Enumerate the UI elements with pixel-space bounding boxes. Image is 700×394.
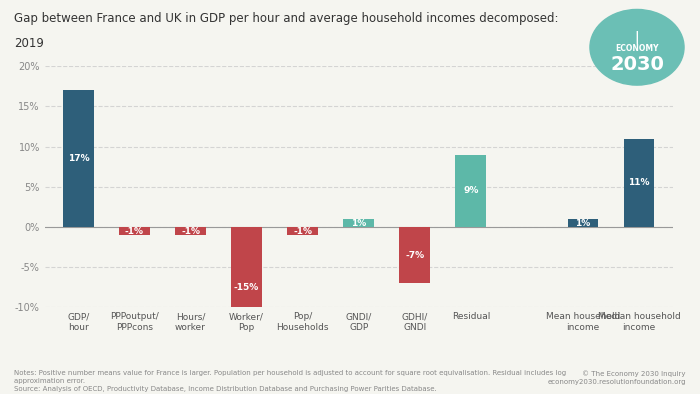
Text: Notes: Positive number means value for France is larger. Population per househol: Notes: Positive number means value for F… (14, 370, 566, 392)
Bar (231, 227, 262, 348)
Text: 1%: 1% (575, 219, 591, 228)
Text: -1%: -1% (125, 227, 144, 236)
Text: -1%: -1% (181, 227, 200, 236)
Circle shape (590, 9, 684, 85)
Text: 2019: 2019 (14, 37, 44, 50)
Text: 9%: 9% (463, 186, 479, 195)
Bar (63, 90, 94, 227)
Bar (400, 227, 430, 283)
Text: 1%: 1% (351, 219, 366, 228)
Text: 17%: 17% (68, 154, 89, 163)
Bar (175, 227, 206, 235)
Text: -7%: -7% (405, 251, 424, 260)
Text: 2030: 2030 (610, 55, 664, 74)
Text: |: | (635, 32, 639, 44)
Text: 11%: 11% (629, 178, 650, 188)
Text: ECONOMY: ECONOMY (615, 45, 659, 53)
Bar (624, 139, 655, 227)
Bar (456, 155, 486, 227)
Text: -1%: -1% (293, 227, 312, 236)
Text: © The Economy 2030 Inquiry
economy2030.resolutionfoundation.org: © The Economy 2030 Inquiry economy2030.r… (547, 370, 686, 385)
Bar (119, 227, 150, 235)
Bar (568, 219, 598, 227)
Bar (343, 219, 374, 227)
Text: -15%: -15% (234, 283, 259, 292)
Bar (287, 227, 318, 235)
Text: Gap between France and UK in GDP per hour and average household incomes decompos: Gap between France and UK in GDP per hou… (14, 12, 559, 25)
